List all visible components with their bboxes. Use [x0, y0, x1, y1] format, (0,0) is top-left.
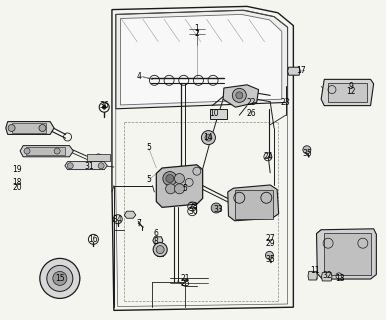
- Text: 36: 36: [99, 101, 109, 110]
- Text: 8: 8: [154, 237, 159, 246]
- Text: 9: 9: [349, 82, 354, 91]
- Text: 13: 13: [335, 274, 344, 283]
- Text: 5: 5: [183, 184, 188, 193]
- Circle shape: [236, 92, 243, 99]
- Polygon shape: [156, 165, 203, 207]
- Text: 15: 15: [55, 274, 64, 283]
- Circle shape: [67, 163, 73, 169]
- Circle shape: [39, 124, 46, 132]
- Text: 35: 35: [265, 255, 275, 264]
- Text: 29: 29: [266, 239, 275, 248]
- Circle shape: [40, 259, 80, 298]
- Text: 28: 28: [188, 202, 198, 211]
- Circle shape: [53, 271, 67, 285]
- Text: 27: 27: [266, 234, 275, 243]
- Circle shape: [211, 203, 221, 213]
- Circle shape: [174, 184, 185, 194]
- Text: 22: 22: [246, 98, 256, 107]
- Bar: [87, 154, 110, 161]
- Polygon shape: [321, 79, 374, 106]
- Bar: [235, 190, 273, 219]
- Text: 20: 20: [13, 183, 22, 192]
- Text: 2: 2: [195, 29, 199, 38]
- Bar: [210, 109, 227, 119]
- Text: 31: 31: [84, 162, 93, 171]
- Text: 18: 18: [13, 178, 22, 187]
- Text: 25: 25: [181, 279, 190, 288]
- Circle shape: [166, 175, 174, 182]
- Text: 19: 19: [13, 165, 22, 174]
- Text: 35: 35: [302, 149, 312, 158]
- Text: 7: 7: [137, 220, 141, 228]
- Text: 23: 23: [281, 98, 290, 107]
- Polygon shape: [6, 122, 54, 134]
- Text: 17: 17: [296, 66, 306, 75]
- Text: 4: 4: [137, 72, 141, 81]
- Circle shape: [232, 88, 246, 102]
- Polygon shape: [317, 229, 376, 279]
- Bar: [12, 123, 46, 133]
- Polygon shape: [228, 185, 279, 221]
- Circle shape: [266, 252, 273, 260]
- Polygon shape: [153, 237, 163, 244]
- Circle shape: [153, 243, 167, 257]
- Text: 5: 5: [146, 175, 151, 184]
- Polygon shape: [65, 162, 107, 170]
- Text: 24: 24: [264, 152, 273, 161]
- Circle shape: [24, 148, 30, 154]
- Circle shape: [8, 124, 15, 132]
- Circle shape: [102, 105, 106, 109]
- Text: 1: 1: [195, 24, 199, 33]
- Text: 16: 16: [88, 236, 97, 244]
- Text: 10: 10: [210, 109, 219, 118]
- Bar: [328, 83, 367, 102]
- Text: 34: 34: [113, 215, 123, 224]
- Circle shape: [163, 172, 177, 186]
- Circle shape: [205, 134, 212, 141]
- Text: 33: 33: [213, 205, 223, 214]
- Text: 14: 14: [204, 133, 213, 142]
- Circle shape: [47, 265, 73, 292]
- Circle shape: [156, 246, 164, 254]
- Circle shape: [201, 131, 215, 145]
- Polygon shape: [120, 14, 282, 105]
- Polygon shape: [124, 211, 136, 218]
- Polygon shape: [20, 146, 73, 157]
- Text: 12: 12: [347, 87, 356, 96]
- Polygon shape: [223, 85, 259, 107]
- Polygon shape: [116, 10, 288, 109]
- Bar: [324, 233, 371, 275]
- Polygon shape: [322, 273, 332, 281]
- Text: 32: 32: [323, 271, 332, 280]
- Text: 21: 21: [181, 274, 190, 283]
- Text: 30: 30: [188, 207, 198, 216]
- Circle shape: [166, 184, 176, 194]
- Circle shape: [174, 173, 185, 184]
- Text: 6: 6: [154, 229, 159, 238]
- Circle shape: [98, 163, 104, 169]
- Circle shape: [303, 146, 311, 154]
- Polygon shape: [308, 271, 317, 280]
- Text: 11: 11: [310, 266, 319, 275]
- Polygon shape: [288, 67, 300, 75]
- Text: 26: 26: [246, 109, 256, 118]
- Text: 5: 5: [146, 143, 151, 152]
- Bar: [26, 147, 65, 155]
- Circle shape: [54, 148, 60, 154]
